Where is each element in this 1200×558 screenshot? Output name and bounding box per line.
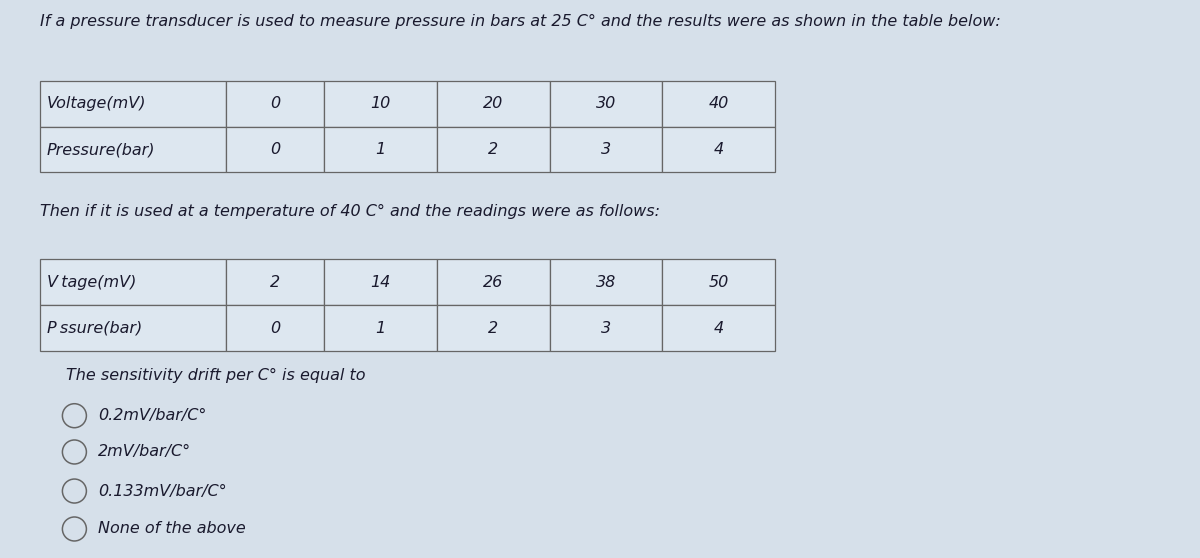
Text: The sensitivity drift per C° is equal to: The sensitivity drift per C° is equal to	[66, 368, 366, 383]
Bar	[226, 127, 324, 172]
Bar	[550, 81, 662, 127]
Bar	[437, 305, 550, 351]
Bar	[40, 127, 226, 172]
Text: If a pressure transducer is used to measure pressure in bars at 25 C° and the re: If a pressure transducer is used to meas…	[40, 14, 1001, 29]
Bar	[324, 305, 437, 351]
Bar	[324, 259, 437, 305]
Text: 2mV/bar/C°: 2mV/bar/C°	[98, 445, 192, 459]
Bar	[437, 259, 550, 305]
Bar	[550, 305, 662, 351]
Bar	[550, 127, 662, 172]
Text: 0: 0	[270, 142, 280, 157]
Text: 0.133mV/bar/C°: 0.133mV/bar/C°	[98, 484, 227, 498]
Text: 14: 14	[371, 275, 390, 290]
Text: 10: 10	[371, 97, 390, 111]
Text: 4: 4	[714, 321, 724, 335]
Bar	[662, 259, 775, 305]
Text: 0: 0	[270, 97, 280, 111]
Text: V tage(mV): V tage(mV)	[47, 275, 136, 290]
Text: 2: 2	[270, 275, 280, 290]
Text: 20: 20	[484, 97, 503, 111]
Text: 30: 30	[596, 97, 616, 111]
Bar	[662, 305, 775, 351]
Bar	[226, 81, 324, 127]
Text: Then if it is used at a temperature of 40 C° and the readings were as follows:: Then if it is used at a temperature of 4…	[40, 204, 660, 219]
Bar	[40, 81, 226, 127]
Text: None of the above: None of the above	[98, 522, 246, 536]
Text: 3: 3	[601, 142, 611, 157]
Text: 1: 1	[376, 142, 385, 157]
Bar	[226, 259, 324, 305]
Bar	[324, 127, 437, 172]
Bar	[226, 305, 324, 351]
Text: 40: 40	[709, 97, 728, 111]
Text: Voltage(mV): Voltage(mV)	[47, 97, 146, 111]
Text: 3: 3	[601, 321, 611, 335]
Text: 0: 0	[270, 321, 280, 335]
Bar	[662, 127, 775, 172]
Text: 50: 50	[709, 275, 728, 290]
Bar	[550, 259, 662, 305]
Bar	[662, 81, 775, 127]
Bar	[40, 305, 226, 351]
Text: P ssure(bar): P ssure(bar)	[47, 321, 142, 335]
Text: 26: 26	[484, 275, 503, 290]
Bar	[40, 259, 226, 305]
Text: 4: 4	[714, 142, 724, 157]
Text: 2: 2	[488, 142, 498, 157]
Text: 38: 38	[596, 275, 616, 290]
Bar	[437, 81, 550, 127]
Text: 0.2mV/bar/C°: 0.2mV/bar/C°	[98, 408, 206, 423]
Text: Pressure(bar): Pressure(bar)	[47, 142, 155, 157]
Bar	[437, 127, 550, 172]
Text: 2: 2	[488, 321, 498, 335]
Text: 1: 1	[376, 321, 385, 335]
Bar	[324, 81, 437, 127]
